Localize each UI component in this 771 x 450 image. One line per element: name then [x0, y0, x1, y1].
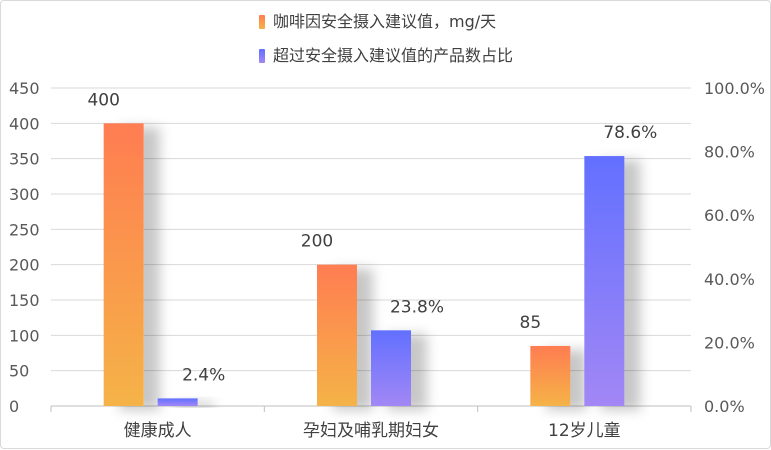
bar-series-2 [157, 398, 198, 406]
y-left-tick-label: 150 [9, 291, 40, 310]
y-left-tick-label: 200 [9, 256, 40, 275]
y-right-tick-label: 20.0% [704, 333, 755, 352]
bar-series-1 [317, 264, 357, 406]
y-right-tick-label: 40.0% [704, 270, 755, 289]
data-label: 78.6% [603, 123, 657, 143]
x-category-label: 孕妇及哺乳期妇女 [303, 421, 439, 441]
y-left-tick-label: 400 [9, 114, 40, 133]
bar-series-1 [103, 123, 144, 406]
legend-label: 咖啡因安全摄入建议值，mg/天 [273, 12, 496, 31]
y-right-tick-label: 100.0% [704, 79, 765, 98]
data-label: 200 [301, 232, 333, 252]
data-label: 23.8% [390, 297, 444, 317]
data-label: 2.4% [182, 365, 225, 385]
data-label: 400 [87, 90, 119, 110]
y-left-tick-label: 350 [9, 150, 40, 169]
bar-series-2 [371, 330, 411, 406]
data-label: 85 [520, 313, 542, 333]
x-category-label: 健康成人 [124, 421, 192, 441]
bar-series-1 [530, 345, 571, 406]
y-right-tick-label: 60.0% [704, 206, 755, 225]
legend-swatch [259, 15, 265, 29]
y-left-tick-label: 0 [9, 397, 19, 416]
y-right-tick-label: 80.0% [704, 143, 755, 162]
legend-label: 超过安全摄入建议值的产品数占比 [273, 46, 513, 65]
y-left-tick-label: 300 [9, 185, 40, 204]
bar-series-2 [584, 156, 625, 406]
y-left-tick-label: 250 [9, 220, 40, 239]
y-left-tick-label: 50 [9, 362, 29, 381]
y-right-tick-label: 0.0% [704, 397, 745, 416]
y-left-tick-label: 450 [9, 79, 40, 98]
y-left-tick-label: 100 [9, 326, 40, 345]
x-category-label: 12岁儿童 [548, 421, 621, 441]
legend-swatch [259, 49, 265, 63]
